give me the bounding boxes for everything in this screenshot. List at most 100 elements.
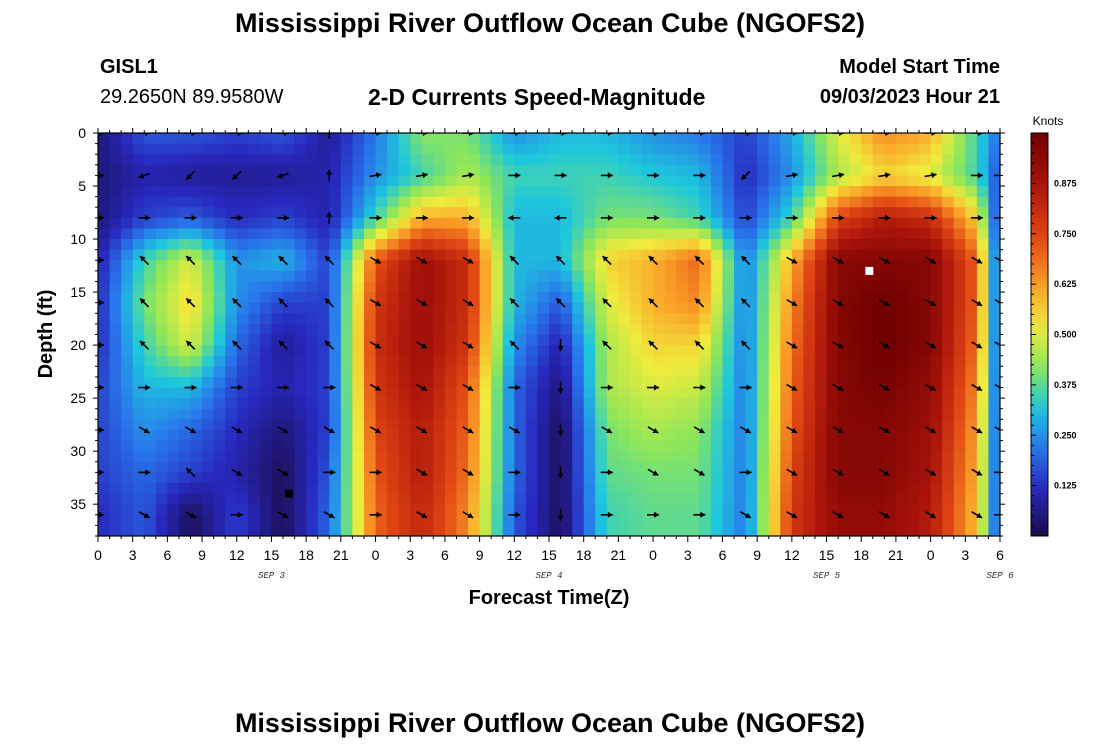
heatmap-cell (803, 504, 816, 516)
heatmap-cell (710, 260, 724, 272)
heatmap-cell (514, 419, 527, 431)
heatmap-cell (387, 514, 400, 526)
heatmap-cell (965, 451, 978, 463)
heatmap-cell (768, 239, 781, 251)
heatmap-cell (502, 217, 515, 230)
x-tick-label: 6 (441, 547, 449, 563)
heatmap-cell (965, 408, 978, 420)
heatmap-cell (919, 164, 932, 177)
heatmap-cell (537, 429, 550, 442)
heatmap-cell (387, 133, 400, 145)
current-vector (994, 217, 1000, 219)
current-vector (739, 426, 752, 434)
heatmap-cell (988, 451, 1000, 463)
heatmap-cell (236, 355, 249, 367)
heatmap-cell (734, 323, 747, 336)
heatmap-cell (444, 292, 458, 304)
heatmap-cell (178, 493, 192, 505)
heatmap-cell (722, 334, 735, 346)
heatmap-cell (583, 249, 596, 261)
heatmap-cell (734, 440, 747, 452)
heatmap-cell (838, 482, 851, 495)
heatmap-cell (953, 164, 966, 177)
heatmap-cell (641, 323, 654, 336)
heatmap-cell (155, 408, 168, 420)
heatmap-cell (479, 281, 492, 293)
heatmap-cell (768, 387, 781, 399)
heatmap-cell (895, 281, 909, 293)
heatmap-cell (687, 472, 700, 484)
heatmap-cell (398, 313, 411, 325)
heatmap-cell (479, 440, 492, 452)
heatmap-cell (710, 281, 724, 293)
heatmap-cell (976, 270, 990, 283)
heatmap-cell (699, 429, 712, 442)
heatmap-cell (861, 440, 874, 452)
current-vector (693, 384, 706, 391)
heatmap-cell (248, 472, 261, 484)
heatmap-cell (838, 345, 851, 357)
heatmap-cell (699, 504, 712, 516)
heatmap-cell (109, 472, 122, 484)
heatmap-cell (884, 323, 897, 336)
current-vector (832, 426, 844, 434)
date-label: SEP 3 (258, 571, 286, 581)
heatmap-cell (942, 387, 955, 399)
heatmap-cell (178, 504, 192, 516)
heatmap-cell (155, 302, 168, 314)
heatmap-cell (502, 376, 515, 389)
heatmap-cell (930, 260, 943, 272)
heatmap-cell (838, 164, 851, 177)
heatmap-cell (919, 525, 932, 536)
heatmap-cell (468, 292, 481, 304)
heatmap-cell (456, 472, 469, 484)
heatmap-cell (259, 525, 273, 536)
x-tick-label: 9 (198, 547, 206, 563)
heatmap-cell (560, 186, 573, 198)
heatmap-cell (629, 366, 643, 378)
heatmap-cell (202, 408, 215, 420)
heatmap-cell (502, 472, 515, 484)
heatmap-cell (410, 366, 423, 378)
heatmap-cell (791, 239, 805, 251)
heatmap-cell (121, 228, 134, 240)
x-tick-label: 3 (684, 547, 692, 563)
heatmap-cell (190, 143, 203, 155)
heatmap-cell (155, 239, 168, 251)
heatmap-cell (965, 514, 978, 526)
heatmap-cell (537, 419, 550, 431)
heatmap-cell (398, 398, 411, 410)
heatmap-cell (375, 440, 388, 452)
heatmap-cell (757, 281, 770, 293)
heatmap-cell (976, 228, 990, 240)
current-vector (786, 426, 798, 434)
heatmap-cell (988, 292, 1000, 304)
heatmap-cell (410, 472, 423, 484)
heatmap-cell (572, 143, 585, 155)
heatmap-cell (629, 302, 643, 314)
heatmap-cell (433, 207, 446, 219)
current-vector (925, 511, 937, 519)
heatmap-cell (872, 302, 885, 314)
heatmap-cell (433, 366, 446, 378)
heatmap-cell (942, 440, 955, 452)
heatmap-cell (433, 323, 446, 336)
heatmap-cell (502, 482, 515, 495)
heatmap-cell (259, 196, 273, 208)
current-vector (323, 469, 336, 476)
heatmap-cell (791, 207, 805, 219)
heatmap-cell (167, 249, 180, 261)
heatmap-cell (814, 239, 828, 251)
heatmap-cell (768, 482, 781, 495)
heatmap-cell (884, 398, 897, 410)
heatmap-cell (734, 186, 747, 198)
heatmap-cell (444, 228, 458, 240)
heatmap-cell (259, 249, 273, 261)
current-vector (138, 384, 151, 391)
heatmap-cell (410, 451, 423, 463)
current-vector (462, 133, 475, 136)
heatmap-cell (190, 451, 203, 463)
heatmap-cell (167, 143, 180, 155)
heatmap-cell (121, 292, 134, 304)
heatmap-cell (294, 207, 307, 219)
